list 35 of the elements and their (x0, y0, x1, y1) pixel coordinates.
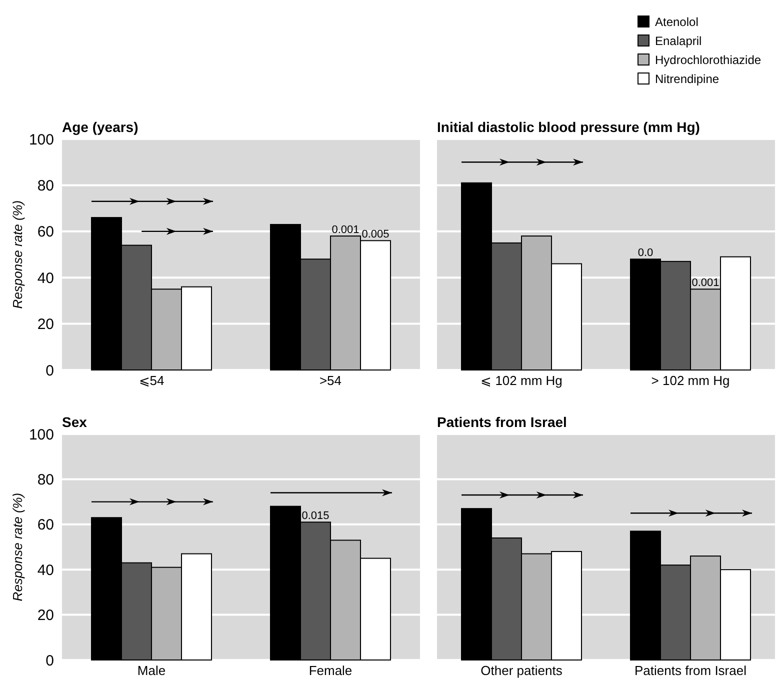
y-axis-title: Response rate (%) (10, 200, 25, 309)
y-tick-label: 100 (28, 426, 54, 444)
y-tick-label: 40 (37, 562, 54, 579)
x-tick-label: ⩽ 102 mm Hg (480, 373, 562, 388)
chart-title: Initial diastolic blood pressure (mm Hg) (437, 119, 700, 135)
y-tick-label: 0 (46, 652, 54, 670)
x-tick-label: Female (308, 663, 352, 678)
y-tick-label: 60 (37, 516, 54, 534)
x-tick-label: ⩽54 (138, 373, 164, 388)
chart-title: Patients from Israel (437, 414, 567, 430)
chart-title: Age (years) (62, 119, 138, 135)
x-tick-label: Patients from Israel (634, 663, 747, 678)
y-tick-label: 20 (37, 316, 54, 334)
legend-label: Nitrendipine (655, 72, 720, 86)
x-tick-label: Male (137, 663, 166, 678)
annotation: 0.005 (362, 228, 390, 241)
annotation: 0.015 (302, 510, 330, 522)
chart-title: Sex (62, 414, 88, 430)
x-tick-label: > 102 mm Hg (651, 373, 730, 388)
annotation: 0.001 (332, 224, 360, 236)
y-axis-title: Response rate (%) (10, 492, 25, 602)
y-tick-label: 0 (46, 362, 54, 380)
y-tick-label: 20 (37, 607, 54, 624)
y-tick-label: 40 (37, 270, 54, 287)
annotation: 0.001 (692, 277, 720, 290)
y-tick-label: 80 (37, 177, 54, 194)
y-tick-label: 80 (37, 471, 54, 488)
y-tick-label: 60 (37, 224, 54, 241)
x-tick-label: Other patients (480, 663, 563, 678)
annotation: 0.0 (638, 247, 654, 260)
legend-label: Hydrochlorothiazide (655, 53, 762, 67)
legend-label: Atenolol (655, 15, 698, 29)
legend-label: Enalapril (655, 34, 702, 48)
y-tick-label: 100 (28, 131, 54, 148)
x-tick-label: >54 (319, 373, 342, 388)
